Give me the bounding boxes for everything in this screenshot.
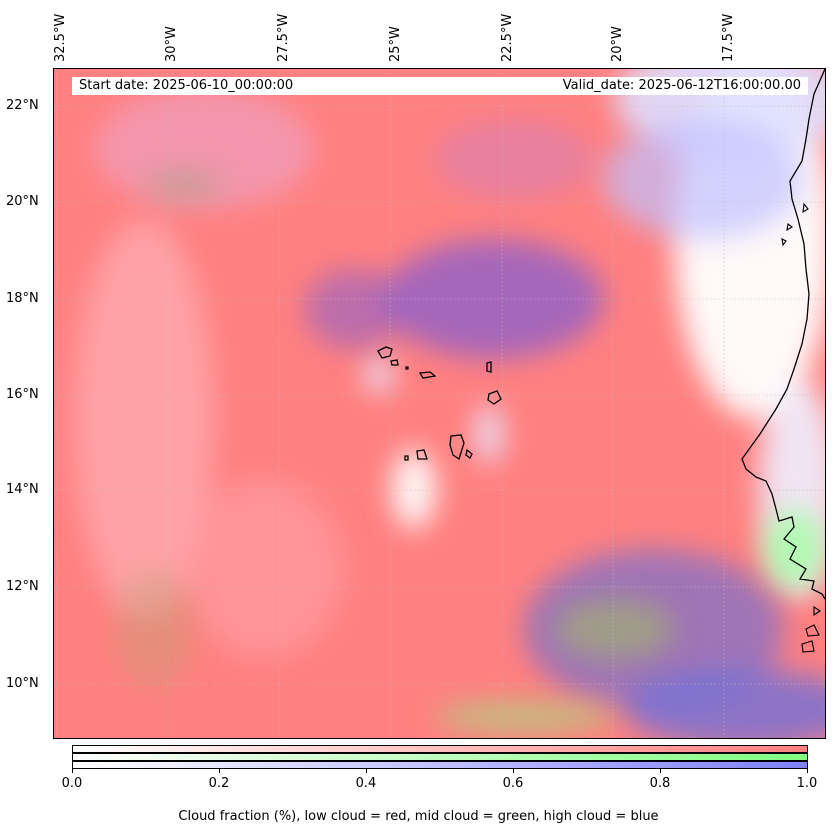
lat-label-12n: 12°N [6, 579, 39, 594]
start-date-label: Start date: 2025-06-10_00:00:00 [79, 78, 294, 93]
map-canvas [54, 69, 825, 738]
info-bar: Start date: 2025-06-10_00:00:00 Valid_da… [72, 77, 808, 95]
light-cloud-patches [74, 89, 344, 659]
cloud-fraction-map[interactable] [53, 68, 826, 739]
colorbar-mid-cloud-strip [72, 753, 808, 761]
lon-label-17-5w: 17.5°W [721, 13, 736, 62]
cape-verde-islands [377, 346, 502, 461]
west-africa-coastline [741, 69, 825, 600]
lat-label-20n: 20°N [6, 194, 39, 209]
lon-label-30w: 30°W [164, 26, 179, 62]
lon-label-22-5w: 22.5°W [500, 13, 515, 62]
lat-label-18n: 18°N [6, 291, 39, 306]
colorbar [72, 745, 808, 769]
lon-label-27-5w: 27.5°W [276, 13, 291, 62]
lat-label-14n: 14°N [6, 482, 39, 497]
colorbar-tick [513, 769, 514, 773]
colorbar-tick-label-2: 0.4 [355, 776, 377, 791]
colorbar-tick-label-4: 0.8 [649, 776, 671, 791]
lat-label-16n: 16°N [6, 387, 39, 402]
colorbar-tick-label-0: 0.0 [61, 776, 83, 791]
colorbar-tick [660, 769, 661, 773]
colorbar-tick-label-3: 0.6 [502, 776, 524, 791]
colorbar-low-cloud-strip [72, 745, 808, 753]
colorbar-title: Cloud fraction (%), low cloud = red, mid… [178, 809, 659, 824]
colorbar-tick [219, 769, 220, 773]
valid-date-label: Valid_date: 2025-06-12T16:00:00.00 [562, 78, 801, 93]
colorbar-tick-label-5: 1.0 [796, 776, 818, 791]
lat-label-10n: 10°N [6, 676, 39, 691]
lon-label-20w: 20°W [610, 26, 625, 62]
colorbar-tick [366, 769, 367, 773]
colorbar-tick [807, 769, 808, 773]
mid-cloud-regions [114, 170, 824, 731]
lat-label-22n: 22°N [6, 98, 39, 113]
colorbar-tick [72, 769, 73, 773]
lon-label-25w: 25°W [388, 26, 403, 62]
colorbar-tick-label-1: 0.2 [208, 776, 230, 791]
colorbar-high-cloud-strip [72, 761, 808, 769]
lon-label-32-5w: 32.5°W [53, 13, 68, 62]
gridlines [54, 69, 825, 738]
